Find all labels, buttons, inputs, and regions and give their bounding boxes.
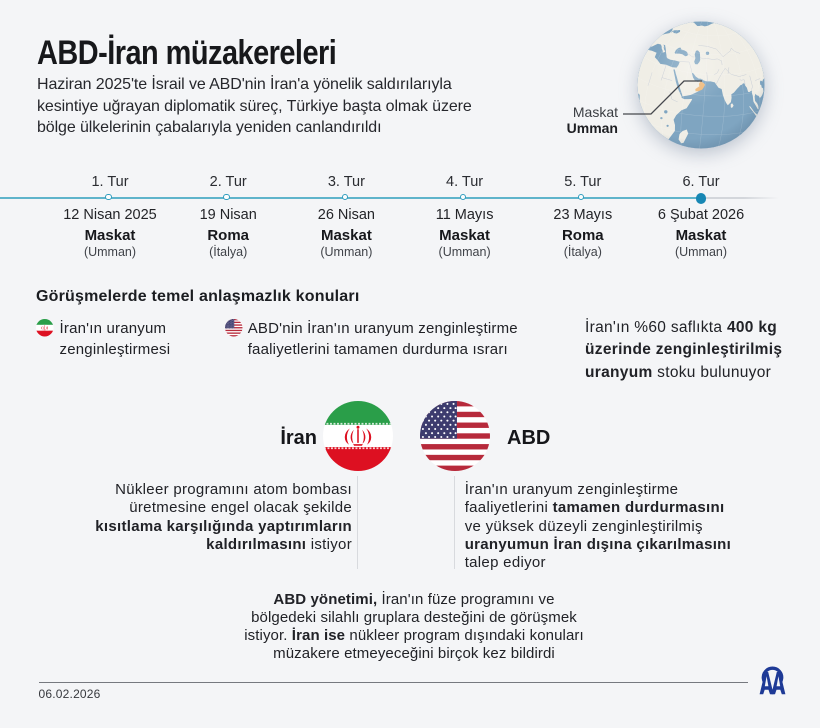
- uranium-stock-note: İran'ın %60 saflıkta 400 kg üzerinde zen…: [585, 319, 783, 381]
- timeline-country: (İtalya): [563, 244, 602, 259]
- timeline-date: 6 Şubat 2026: [657, 206, 745, 223]
- timeline-item-4: 4. Tur 11 Mayıs Maskat (Umman): [400, 170, 530, 265]
- timeline-round-label: 3. Tur: [327, 173, 365, 190]
- globe: [637, 21, 765, 149]
- iran-flag-icon: [36, 319, 54, 337]
- timeline-country: (Umman): [83, 244, 137, 259]
- timeline-city: Maskat: [675, 226, 727, 244]
- disputes-heading: Görüşmelerde temel anlaşmazlık konuları: [36, 288, 360, 305]
- footer-rule: [38, 681, 748, 683]
- timeline-item-5: 5. Tur 23 Mayıs Roma (İtalya): [518, 170, 648, 265]
- timeline-round-label: 6. Tur: [682, 173, 720, 190]
- timeline-round-label: 1. Tur: [91, 173, 129, 190]
- timeline-item-2: 2. Tur 19 Nisan Roma (İtalya): [163, 170, 293, 265]
- timeline-date: 19 Nisan: [199, 206, 257, 223]
- globe-country-label: Umman: [566, 119, 618, 136]
- timeline-node-2: [223, 193, 230, 200]
- timeline-country: (Umman): [320, 244, 373, 259]
- dispute-item-usa: ABD'nin İran'ın uranyum zenginleştirme f…: [247, 319, 518, 359]
- timeline-country: (Umman): [674, 244, 728, 259]
- usa-flag-icon: [225, 319, 243, 337]
- timeline-node-5: [577, 193, 585, 200]
- timeline-city: Maskat: [84, 226, 136, 244]
- globe-label: Maskat Umman: [518, 104, 618, 136]
- timeline-item-3: 3. Tur 26 Nisan Maskat (Umman): [281, 170, 411, 265]
- abd-label: ABD: [507, 427, 551, 449]
- timeline-city: Maskat: [439, 226, 491, 244]
- timeline-date: 11 Mayıs: [435, 206, 494, 223]
- timeline-round-label: 2. Tur: [209, 173, 247, 190]
- subtitle: Haziran 2025'te İsrail ve ABD'nin İran'a…: [37, 76, 472, 137]
- us-demand-text: İran'ın uranyum zenginleştirme faaliyetl…: [464, 480, 732, 572]
- timeline-city: Maskat: [320, 226, 372, 244]
- usa-flag-circle: [420, 401, 490, 471]
- divider-iran: [357, 476, 359, 569]
- timeline-date: 12 Nisan 2025: [63, 206, 157, 223]
- globe-leader-line: [623, 80, 702, 115]
- timeline-item-1: 1. Tur 12 Nisan 2025 Maskat (Umman): [45, 170, 175, 265]
- timeline-node-1: [105, 193, 112, 200]
- timeline-round-label: 4. Tur: [446, 173, 484, 190]
- timeline-city: Roma: [207, 226, 250, 244]
- timeline-country: (Umman): [438, 244, 491, 259]
- timeline-node-4: [459, 193, 467, 200]
- dispute-item-iran: İran'ın uranyum zenginleştirmesi: [59, 319, 171, 359]
- aa-logo: [759, 666, 786, 695]
- timeline-item-6: 6. Tur 6 Şubat 2026 Maskat (Umman): [636, 170, 766, 265]
- bottom-note: ABD yönetimi, İran'ın füze programını ve…: [244, 590, 584, 663]
- timeline-round-label: 5. Tur: [564, 173, 602, 190]
- timeline-date: 23 Mayıs: [553, 206, 613, 223]
- iran-flag-circle: [323, 401, 393, 471]
- footer-date: 06.02.2026: [38, 686, 101, 701]
- timeline-city: Roma: [561, 226, 604, 244]
- timeline-line: [0, 197, 701, 200]
- iran-demand-text: Nükleer programını atom bombası üretmesi…: [95, 480, 352, 553]
- timeline-node-3: [341, 193, 348, 200]
- globe-map: [637, 21, 765, 149]
- page-title: ABD-İran müzakereleri: [37, 34, 337, 73]
- iran-label: İran: [280, 427, 317, 449]
- timeline-date: 26 Nisan: [317, 206, 375, 223]
- timeline-node-6: [695, 193, 707, 204]
- timeline-country: (İtalya): [209, 244, 248, 259]
- divider-usa: [454, 476, 456, 569]
- globe-city-label: Maskat: [572, 104, 618, 120]
- timeline-line-future: [701, 197, 779, 200]
